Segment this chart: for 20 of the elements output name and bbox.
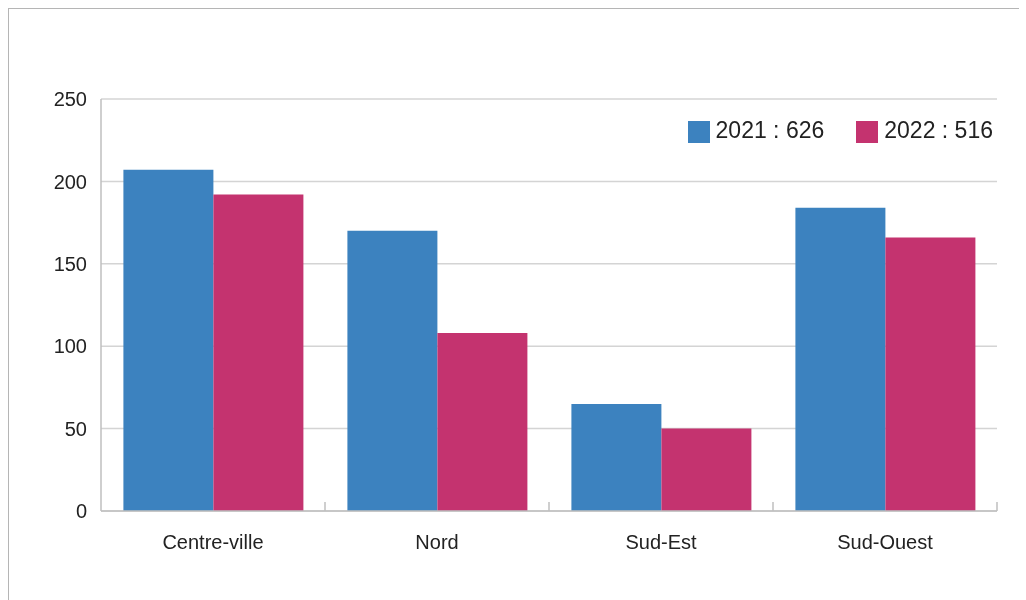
x-tick-label: Sud-Ouest: [837, 531, 934, 554]
y-tick-label: 250: [53, 88, 87, 111]
y-tick-label: 0: [75, 500, 87, 523]
legend-label: 2021 : 626: [715, 117, 825, 143]
x-tick-label: Centre-ville: [162, 531, 264, 554]
y-tick-label: 150: [53, 252, 87, 275]
bar: [661, 428, 752, 511]
x-tick-label: Sud-Est: [625, 531, 698, 554]
y-tick-label: 100: [53, 335, 87, 358]
bar: [795, 207, 886, 511]
bar: [347, 230, 438, 511]
bar: [213, 194, 304, 511]
y-tick-label: 50: [64, 417, 87, 440]
x-tick-label: Nord: [415, 531, 459, 554]
bar: [437, 333, 528, 511]
bar: [571, 403, 662, 511]
legend-label: 2022 : 516: [884, 117, 993, 143]
y-tick-label: 200: [53, 170, 87, 193]
bar: [123, 169, 214, 511]
bar: [885, 237, 976, 511]
